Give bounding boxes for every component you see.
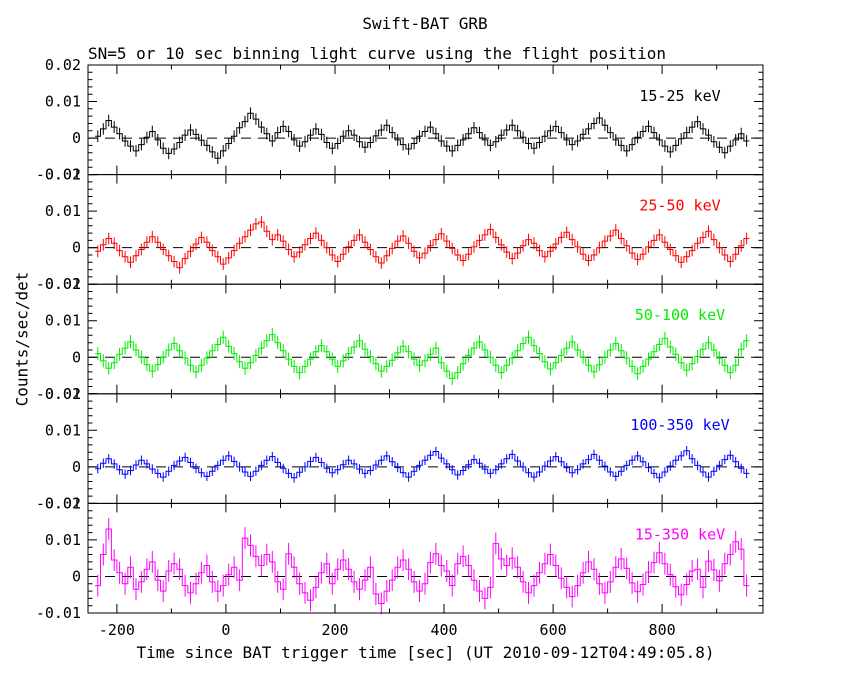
band-label: 15-25 keV	[639, 87, 720, 105]
x-axis-title: Time since BAT trigger time [sec] (UT 20…	[136, 643, 715, 662]
y-tick-label: 0	[72, 239, 81, 257]
x-tick-label: 600	[540, 621, 567, 639]
y-tick-label: 0.01	[45, 93, 81, 111]
band-label: 100-350 keV	[630, 416, 729, 434]
band-label: 15-350 keV	[635, 525, 725, 543]
y-tick-label: 0.02	[45, 385, 81, 403]
y-tick-label: 0.02	[45, 56, 81, 74]
panel-100-350-kev: 0.02 0.01 0 -0.01 100-350 keV	[36, 385, 764, 512]
lightcurve-steps	[95, 112, 750, 159]
error-bars	[97, 216, 748, 274]
y-tick-label: 0	[72, 458, 81, 476]
lightcurve-steps	[95, 221, 750, 269]
y-tick-label: 0	[72, 568, 81, 586]
plot-subtitle: SN=5 or 10 sec binning light curve using…	[88, 44, 666, 63]
y-tick-label: -0.01	[36, 275, 81, 293]
panel-15-25-kev: 0.02 0.01 0 -0.01 15-25 keV	[36, 56, 764, 184]
panel-25-50-kev: 0.02 0.01 0 -0.01 25-50 keV	[36, 166, 764, 293]
x-tick-label: 0	[221, 621, 230, 639]
ticks	[88, 64, 763, 176]
error-bars	[97, 518, 748, 615]
y-tick-label: 0.01	[45, 531, 81, 549]
lightcurve-steps	[95, 334, 750, 379]
y-tick-label: -0.01	[36, 166, 81, 184]
y-tick-label: 0.02	[45, 166, 81, 184]
y-tick-label: 0.01	[45, 312, 81, 330]
x-tick-label: -200	[99, 621, 135, 639]
y-tick-label: 0	[72, 129, 81, 147]
panel-15-350-kev: 0.02 0.01 0 -0.01 15-350 keV	[36, 494, 764, 622]
y-tick-label: -0.01	[36, 604, 81, 622]
y-tick-label: -0.01	[36, 385, 81, 403]
panel-frame	[87, 393, 764, 504]
lightcurve-steps	[95, 450, 750, 479]
panel-frame	[87, 64, 764, 176]
ticks	[88, 393, 763, 504]
error-bars	[97, 107, 748, 164]
y-tick-label: 0	[72, 348, 81, 366]
y-tick-label: 0.01	[45, 202, 81, 220]
panel-50-100-kev: 0.02 0.01 0 -0.01 50-100 keV	[36, 275, 764, 403]
error-bars	[97, 328, 748, 385]
y-tick-label: -0.01	[36, 494, 81, 512]
lightcurve-steps	[95, 528, 750, 604]
y-tick-label: 0.02	[45, 494, 81, 512]
x-tick-label: 200	[321, 621, 348, 639]
ticks	[88, 174, 763, 285]
band-label: 25-50 keV	[639, 197, 720, 215]
x-tick-label: 800	[649, 621, 676, 639]
page-title: Swift-BAT GRB	[362, 14, 488, 33]
panel-frame	[87, 174, 764, 285]
y-tick-label: 0.01	[45, 421, 81, 439]
x-tick-label: 400	[430, 621, 457, 639]
error-bars	[97, 446, 748, 483]
band-label: 50-100 keV	[635, 306, 725, 324]
panel-frame	[87, 502, 764, 614]
y-tick-label: 0.02	[45, 275, 81, 293]
